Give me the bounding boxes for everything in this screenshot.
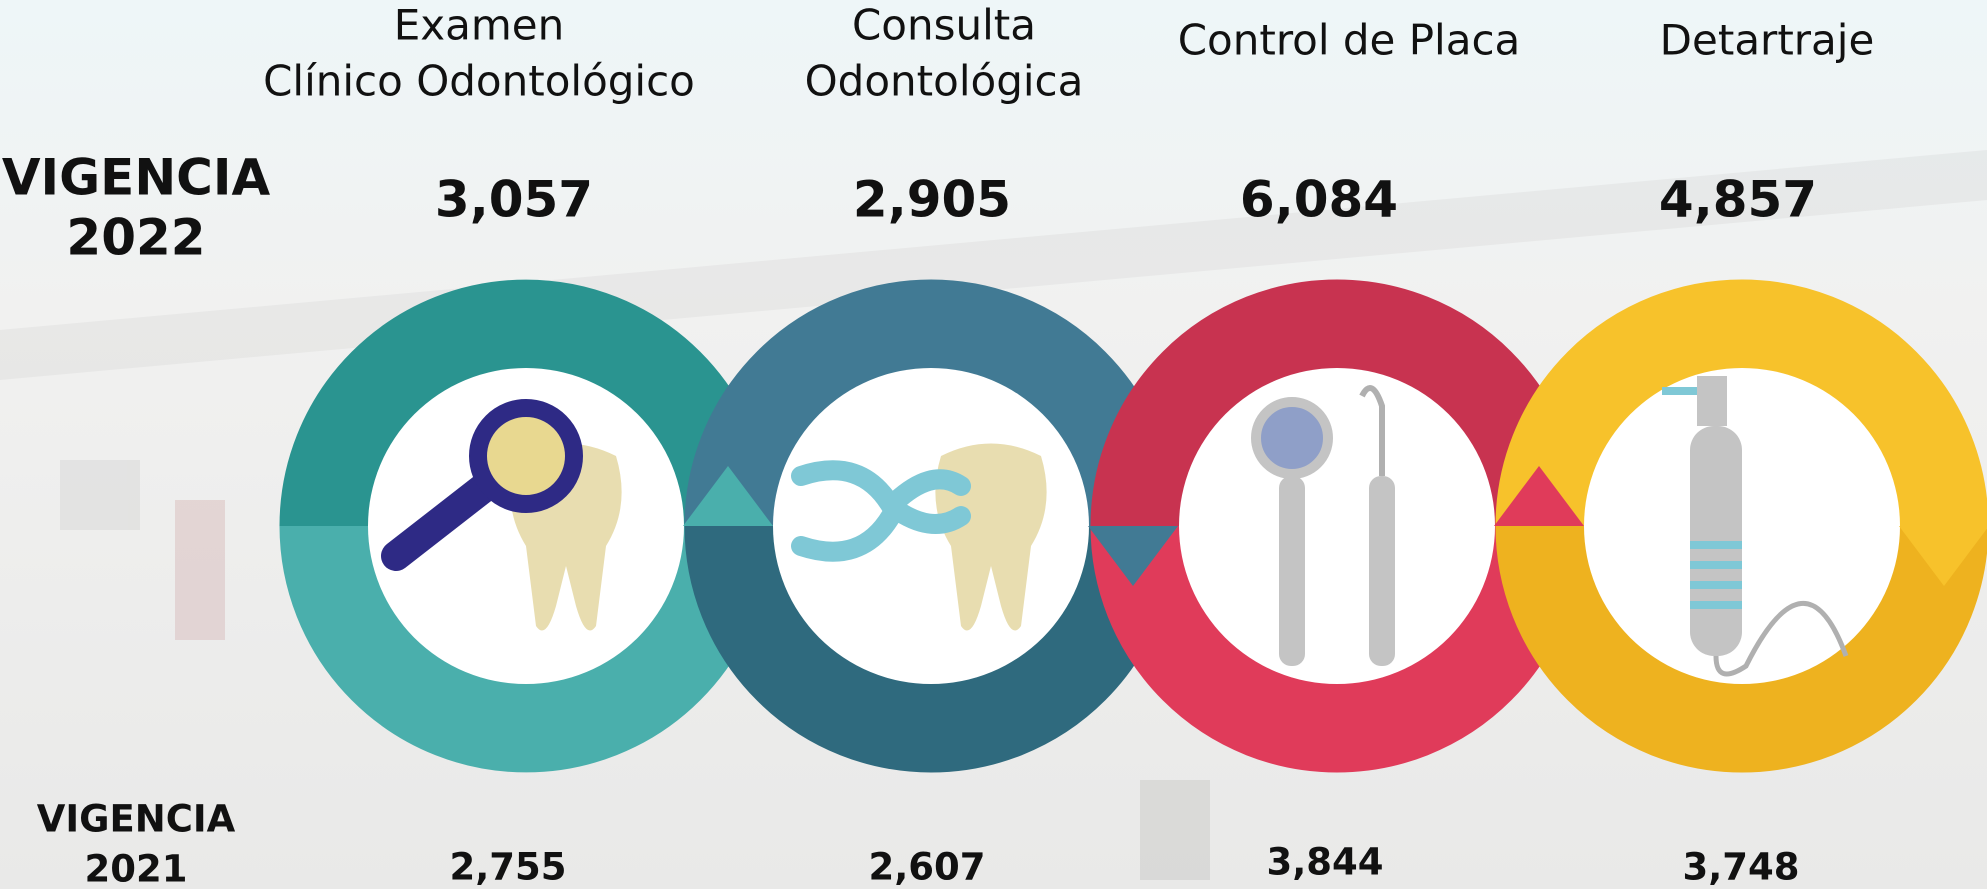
grip: [1690, 561, 1742, 569]
value-2022: 4,857: [1659, 171, 1817, 229]
item-label: Control de Placa: [1178, 16, 1521, 65]
item-label: Examen: [394, 1, 565, 50]
item-label: Consulta: [852, 1, 1036, 50]
tool: [1369, 476, 1395, 666]
year-label: 2021: [85, 848, 188, 889]
value-2022: 6,084: [1240, 171, 1398, 229]
value-2021: 2,607: [868, 846, 985, 889]
grip: [1690, 541, 1742, 549]
page: {"header": {"vigencia_2022": ["VIGENCIA"…: [0, 0, 1987, 889]
year-label: 2022: [66, 209, 205, 267]
value-2022: 3,057: [435, 171, 593, 229]
value-2022: 2,905: [853, 171, 1011, 229]
ring-inner: [1179, 368, 1495, 684]
value-2021: 2,755: [449, 846, 566, 889]
grip: [1690, 581, 1742, 589]
item-label: Clínico Odontológico: [263, 57, 695, 106]
year-label: VIGENCIA: [2, 149, 271, 207]
item-label: Detartraje: [1660, 16, 1875, 65]
tool: [1279, 476, 1305, 666]
year-label: VIGENCIA: [37, 798, 236, 841]
infographic: VIGENCIA 2022 VIGENCIA 2021 Examen Clínic…: [0, 0, 1987, 889]
tip: [1697, 376, 1727, 426]
rings: [324, 324, 1987, 728]
mirror: [1256, 402, 1328, 474]
item-label: Odontológica: [805, 57, 1084, 106]
grip: [1690, 601, 1742, 609]
value-2021: 3,748: [1682, 846, 1799, 889]
lens: [478, 408, 574, 504]
value-2021: 3,844: [1266, 841, 1383, 884]
